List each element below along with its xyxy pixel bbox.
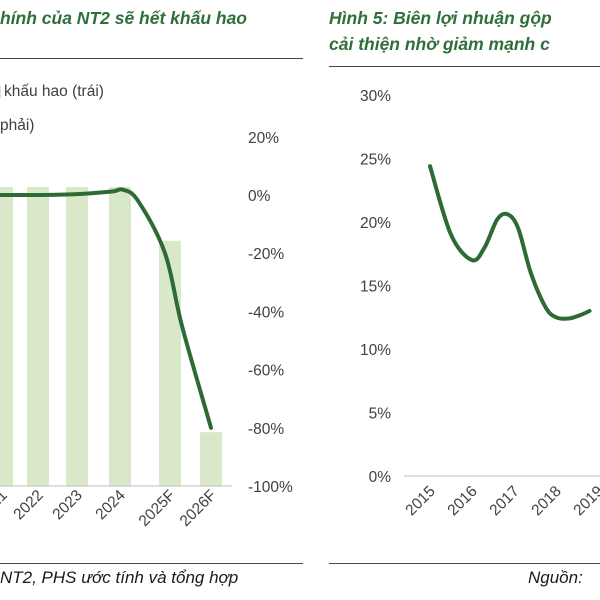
left-x-tick-label: 2023	[49, 487, 85, 523]
right-y-tick-label: 25%	[360, 152, 391, 169]
depreciation-bar	[66, 187, 88, 486]
depreciation-bar	[27, 187, 49, 486]
left-legend-line-label: phải)	[0, 117, 35, 134]
right-chart-title-line1: Hình 5: Biên lợi nhuận gộp	[329, 8, 552, 28]
left-x-tick-label: 21	[0, 487, 11, 511]
depreciation-bar	[0, 187, 13, 486]
legend-bar-swatch	[0, 86, 1, 98]
left-chart-title: hính của NT2 sẽ hết khấu hao	[0, 8, 247, 28]
left-legend-bar-label: khấu hao (trái)	[4, 83, 104, 100]
left-y2-tick-label: 0%	[248, 188, 271, 205]
depreciation-bar	[200, 432, 222, 486]
left-title-rule	[0, 58, 303, 59]
gross-margin-line-series	[428, 164, 592, 321]
left-source-rule	[0, 563, 303, 564]
right-y-tick-label: 15%	[360, 279, 391, 296]
right-y-tick-label: 0%	[369, 469, 392, 486]
left-y2-tick-label: 20%	[248, 130, 279, 147]
right-source-rule	[329, 563, 600, 564]
left-x-tick-label: 2022	[10, 487, 46, 523]
right-x-tick-label: 2015	[402, 483, 438, 519]
left-y2-tick-label: -60%	[248, 363, 284, 380]
left-y2-tick-label: -40%	[248, 304, 284, 321]
right-x-tick-label: 2019	[570, 483, 600, 519]
right-x-tick-label: 2017	[486, 483, 522, 519]
right-x-tick-label: 2018	[528, 483, 564, 519]
depreciation-bar	[109, 187, 131, 486]
left-y2-tick-label: -20%	[248, 246, 284, 263]
left-x-tick-label: 2026F	[177, 487, 220, 530]
left-x-tick-label: 2024	[92, 487, 129, 524]
left-y2-tick-label: -100%	[248, 479, 293, 496]
right-y-tick-label: 5%	[369, 406, 392, 423]
right-source-note: Nguồn:	[528, 568, 583, 587]
right-y-tick-label: 20%	[360, 215, 391, 232]
left-y2-tick-label: -80%	[248, 421, 284, 438]
right-y-tick-label: 10%	[360, 342, 391, 359]
right-title-rule	[329, 66, 600, 67]
left-x-tick-label: 2025F	[136, 487, 179, 530]
margin-line-series	[0, 187, 213, 430]
right-y-tick-label: 30%	[360, 88, 391, 105]
right-chart-title-line2: cải thiện nhờ giảm mạnh c	[329, 34, 550, 54]
right-x-tick-label: 2016	[444, 483, 480, 519]
left-source-note: NT2, PHS ước tính và tổng hợp	[0, 568, 239, 587]
